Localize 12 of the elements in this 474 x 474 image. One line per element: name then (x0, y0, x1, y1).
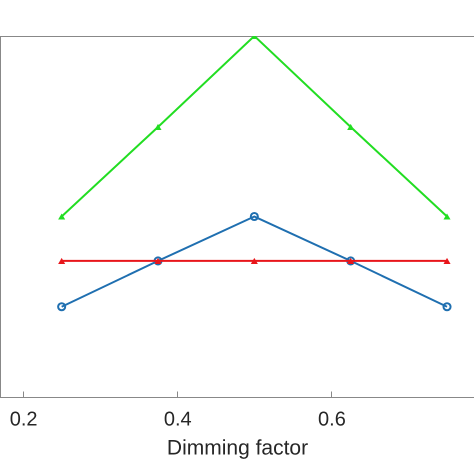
x-tick-label: 0.6 (318, 408, 346, 430)
point (58, 213, 66, 220)
point (250, 258, 258, 264)
x-tick-label: 0.4 (164, 408, 192, 430)
point (250, 212, 259, 222)
point (443, 213, 451, 220)
x-axis-title: Dimming factor (166, 436, 308, 460)
point (58, 258, 66, 264)
point (443, 258, 451, 264)
x-tick-label: 0.2 (10, 408, 38, 430)
point (154, 124, 162, 130)
point (347, 124, 354, 130)
